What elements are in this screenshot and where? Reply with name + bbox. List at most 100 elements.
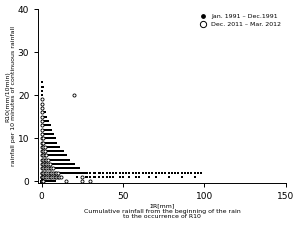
Point [44,175,49,179]
Point [153,175,158,179]
Point [42,110,47,114]
Point [52,175,57,179]
Point [49,154,54,157]
Point [60,149,65,153]
Point [39,145,44,149]
Point [39,128,44,131]
Point [49,158,54,162]
Point [64,154,68,157]
Point [44,119,49,123]
Point [117,171,122,174]
Point [179,171,184,174]
Point [42,166,47,170]
Point [44,171,49,174]
Point [39,119,44,123]
Point [44,145,49,149]
Point [39,175,44,179]
Point [39,158,44,162]
Point [42,171,47,174]
Point [41,128,46,131]
Point [96,175,101,179]
Point [41,119,46,123]
Point [39,102,44,106]
Point [73,166,78,170]
Point [39,110,44,114]
Point [42,132,47,136]
Point [83,171,88,174]
Point [44,154,49,157]
Point [57,175,62,179]
Point [41,171,46,174]
Point [39,162,44,166]
Point [82,171,86,174]
Point [52,171,57,174]
Point [49,166,54,170]
Point [52,158,57,162]
Point [88,171,93,174]
Point [41,175,46,179]
Point [41,85,46,88]
X-axis label: ΣR[mm]
Cumulative rainfall from the beginning of the rain
to the occurrence of R: ΣR[mm] Cumulative rainfall from the begi… [84,203,240,219]
Point [39,171,44,174]
Point [39,180,44,183]
Point [44,166,49,170]
Point [46,141,50,144]
Point [41,124,46,127]
Point [49,175,54,179]
Point [127,171,132,174]
Point [39,149,44,153]
Point [49,180,54,183]
Point [39,166,44,170]
Point [39,180,44,183]
Point [41,136,46,140]
Point [46,132,50,136]
Point [67,158,72,162]
Point [54,171,58,174]
Point [46,136,50,140]
Point [47,166,52,170]
Point [39,106,44,110]
Point [42,124,47,127]
Point [65,166,70,170]
Point [166,171,171,174]
Point [39,132,44,136]
Point [64,180,68,183]
Point [104,175,109,179]
Point [50,171,55,174]
Point [88,175,93,179]
Point [44,158,49,162]
Point [173,171,178,174]
Point [41,180,46,183]
Point [39,180,44,183]
Point [44,149,49,153]
Point [46,166,50,170]
Point [52,136,57,140]
Point [44,145,49,149]
Point [72,166,76,170]
Point [47,162,52,166]
Point [121,171,125,174]
Point [62,154,67,157]
Point [72,171,76,174]
Point [137,175,142,179]
Point [46,128,50,131]
Point [67,162,72,166]
Point [42,175,47,179]
Point [52,162,57,166]
Point [57,158,62,162]
Point [46,175,50,179]
Point [46,180,50,183]
Point [44,166,49,170]
Point [44,175,49,179]
Point [52,145,57,149]
Point [47,128,52,131]
Point [44,171,49,174]
Point [41,180,46,183]
Point [52,141,57,144]
Point [72,93,76,97]
Point [39,141,44,144]
Point [60,154,65,157]
Point [39,180,44,183]
Point [47,145,52,149]
Point [41,132,46,136]
